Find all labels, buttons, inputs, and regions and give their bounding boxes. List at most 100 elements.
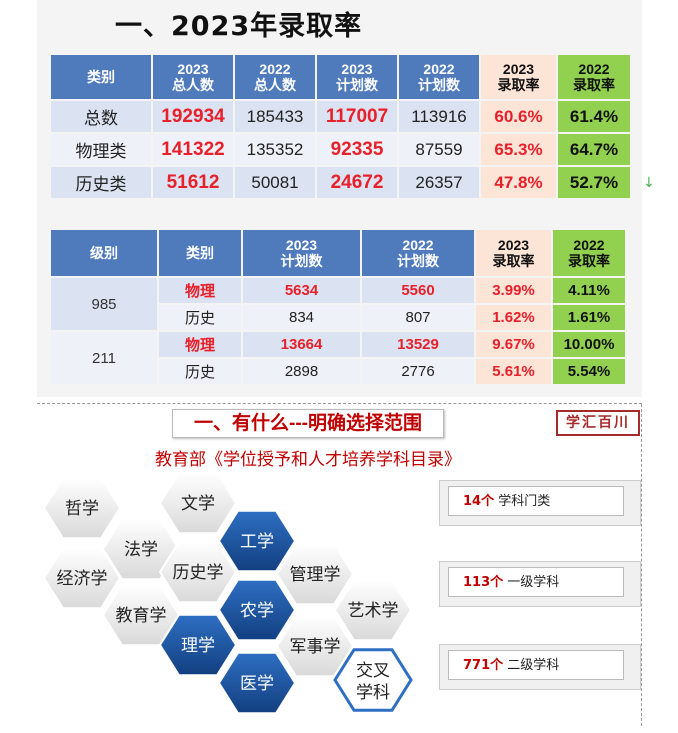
cell-plan-2022: 5560 bbox=[362, 278, 474, 303]
arrow-icon: ↓ bbox=[643, 175, 655, 191]
cell-rate-2022: 10.00% bbox=[553, 332, 625, 357]
cell-plan-2022: 26357 bbox=[399, 167, 479, 198]
header-rate-2023: 2023 录取率 bbox=[481, 55, 556, 99]
cell-plan-2023: 5634 bbox=[243, 278, 360, 303]
header-rate-2023: 2023 录取率 bbox=[476, 230, 551, 276]
hex-management bbox=[275, 542, 355, 606]
cell-plan-2022: 13529 bbox=[362, 332, 474, 357]
hex-history bbox=[158, 540, 238, 604]
divider bbox=[37, 403, 642, 404]
header-plan-2023: 2023 计划数 bbox=[243, 230, 360, 276]
stat-number: 14个 bbox=[463, 494, 495, 509]
hex-label-science: 理学 bbox=[181, 636, 215, 656]
header-category: 类别 bbox=[159, 230, 241, 276]
header-plan-2022: 2022 计划数 bbox=[399, 55, 479, 99]
hex-label-military: 军事学 bbox=[290, 637, 341, 657]
table-row: 物理类 141322 135352 92335 87559 65.3% 64.7… bbox=[51, 134, 630, 165]
header-rate-2022: 2022 录取率 bbox=[558, 55, 630, 99]
stat-number: 113个 bbox=[463, 575, 504, 590]
cell-plan-2023: 117007 bbox=[317, 101, 397, 132]
hex-label-medicine: 医学 bbox=[240, 674, 274, 694]
section-subtitle: 教育部《学位授予和人才培养学科目录》 bbox=[155, 450, 461, 470]
cell-category: 历史类 bbox=[51, 167, 151, 198]
cell-plan-2023: 834 bbox=[243, 305, 360, 330]
stat-box: 113个 一级学科 bbox=[439, 561, 641, 607]
hex-agriculture bbox=[217, 578, 297, 642]
cell-rate-2022: 64.7% bbox=[558, 134, 630, 165]
cell-total-2023: 51612 bbox=[153, 167, 233, 198]
hex-label-education: 教育学 bbox=[116, 606, 167, 626]
cell-rate-2022: 1.61% bbox=[553, 305, 625, 330]
hex-medicine bbox=[217, 651, 297, 715]
cell-rate-2023: 3.99% bbox=[476, 278, 551, 303]
cell-plan-2022: 113916 bbox=[399, 101, 479, 132]
header-plan-2022: 2022 计划数 bbox=[362, 230, 474, 276]
hex-label-interdisciplinary: 学科 bbox=[356, 683, 390, 703]
cell-total-2023: 141322 bbox=[153, 134, 233, 165]
cell-level: 985 bbox=[51, 278, 157, 330]
hex-label-law: 法学 bbox=[124, 540, 158, 560]
stat-label: 一级学科 bbox=[507, 575, 560, 590]
hex-interdisciplinary bbox=[333, 648, 413, 712]
cell-total-2022: 185433 bbox=[235, 101, 315, 132]
hex-label-history: 历史学 bbox=[173, 563, 224, 583]
section-title: 一、有什么---明确选择范围 bbox=[172, 409, 444, 438]
cell-rate-2023: 5.61% bbox=[476, 359, 551, 384]
stat-number: 771个 bbox=[463, 658, 504, 673]
cell-plan-2023: 2898 bbox=[243, 359, 360, 384]
cell-rate-2023: 47.8% bbox=[481, 167, 556, 198]
cell-rate-2023: 1.62% bbox=[476, 305, 551, 330]
cell-total-2022: 50081 bbox=[235, 167, 315, 198]
cell-rate-2022: 52.7% bbox=[558, 167, 630, 198]
cell-category: 物理 bbox=[159, 278, 241, 303]
hex-engineering bbox=[217, 509, 297, 573]
table-row: 211 物理 13664 13529 9.67% 10.00% bbox=[51, 332, 625, 384]
divider bbox=[641, 404, 642, 726]
cell-rate-2022: 5.54% bbox=[553, 359, 625, 384]
cell-plan-2023: 92335 bbox=[317, 134, 397, 165]
hex-economics bbox=[42, 546, 122, 610]
header-category: 类别 bbox=[51, 55, 151, 99]
table-row: 985 物理 5634 5560 3.99% 4.11% bbox=[51, 278, 625, 330]
cell-category: 物理类 bbox=[51, 134, 151, 165]
hex-philosophy bbox=[42, 476, 122, 540]
logo: 学汇百川 bbox=[556, 410, 640, 436]
cell-category: 物理 bbox=[159, 332, 241, 357]
cell-plan-2022: 2776 bbox=[362, 359, 474, 384]
hex-label-engineering: 工学 bbox=[240, 532, 274, 552]
hex-label-literature: 文学 bbox=[181, 494, 215, 514]
page-title: 一、2023年录取率 bbox=[115, 11, 363, 42]
stat-text: 14个 学科门类 bbox=[448, 486, 624, 516]
header-total-2022: 2022 总人数 bbox=[235, 55, 315, 99]
top-university-table: 级别 类别 2023 计划数 2022 计划数 2023 录取率 2022 录取率 98… bbox=[49, 228, 627, 386]
admission-rate-table: 类别 2023 总人数 2022 总人数 2023 计划数 2022 计划数 2023 录… bbox=[49, 53, 632, 200]
cell-rate-2023: 60.6% bbox=[481, 101, 556, 132]
header-level: 级别 bbox=[51, 230, 157, 276]
hex-label-management: 管理学 bbox=[290, 565, 341, 585]
stat-box: 771个 二级学科 bbox=[439, 644, 641, 690]
hex-label-philosophy: 哲学 bbox=[65, 499, 99, 519]
hex-art bbox=[333, 578, 413, 642]
stat-text: 113个 一级学科 bbox=[448, 567, 624, 597]
hex-label-art: 艺术学 bbox=[348, 601, 399, 621]
stat-text: 771个 二级学科 bbox=[448, 650, 624, 680]
cell-plan-2022: 807 bbox=[362, 305, 474, 330]
cell-rate-2023: 9.67% bbox=[476, 332, 551, 357]
header-rate-2022: 2022 录取率 bbox=[553, 230, 625, 276]
table-row: 历史 834 807 1.62% 1.61% bbox=[51, 305, 625, 330]
cell-category: 总数 bbox=[51, 101, 151, 132]
cell-level: 211 bbox=[51, 332, 157, 384]
table-header-row: 级别 类别 2023 计划数 2022 计划数 2023 录取率 2022 录取率 bbox=[51, 230, 625, 276]
table-header-row: 类别 2023 总人数 2022 总人数 2023 计划数 2022 计划数 2023 录… bbox=[51, 55, 630, 99]
hex-label-economics: 经济学 bbox=[57, 569, 108, 589]
cell-plan-2023: 24672 bbox=[317, 167, 397, 198]
cell-rate-2023: 65.3% bbox=[481, 134, 556, 165]
hex-science bbox=[158, 613, 238, 677]
stat-label: 二级学科 bbox=[507, 658, 560, 673]
stat-box: 14个 学科门类 bbox=[439, 480, 641, 526]
cell-rate-2022: 61.4% bbox=[558, 101, 630, 132]
hex-military bbox=[275, 614, 355, 678]
header-total-2023: 2023 总人数 bbox=[153, 55, 233, 99]
hex-label-agriculture: 农学 bbox=[240, 601, 274, 621]
